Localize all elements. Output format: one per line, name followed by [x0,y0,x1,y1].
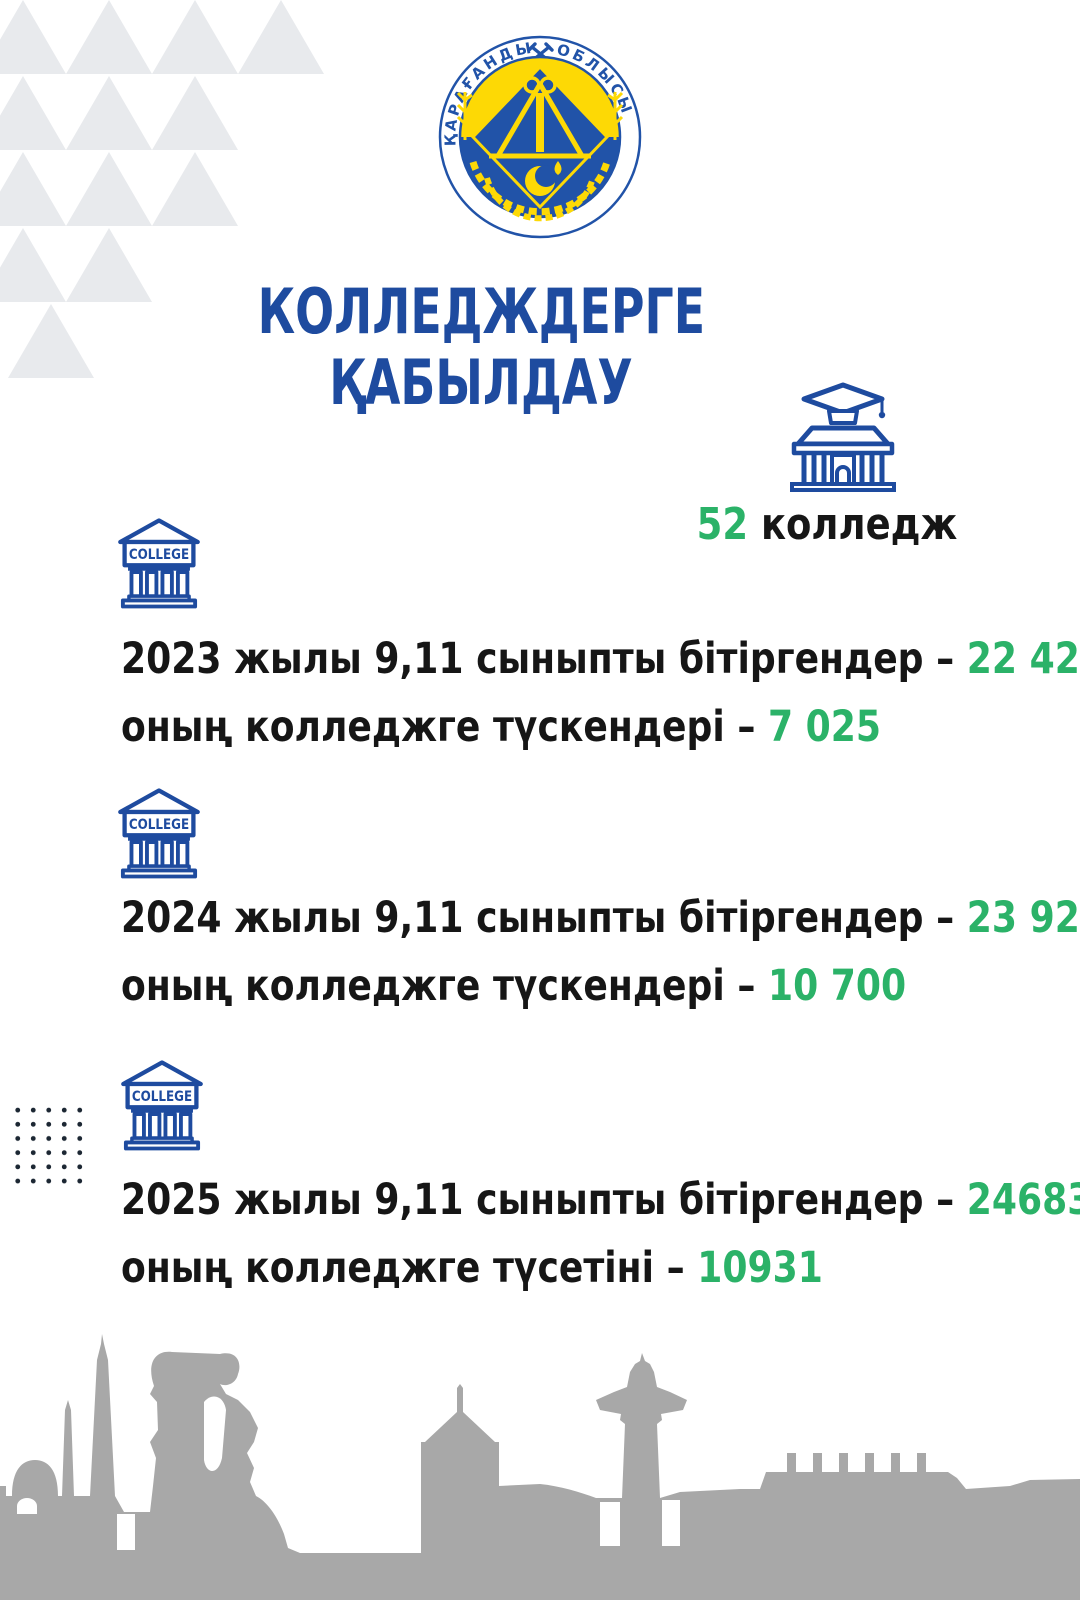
college-count: 52 колледж [647,499,957,550]
college-icon: COLLEGE [121,1060,203,1151]
stat-line: 2024 жылы 9,11 сыныпты бітіргендер – 23 … [121,884,1080,952]
college-icon: COLLEGE [118,518,200,609]
stat-text: оның колледжге түскендері – [121,702,768,752]
stat-line: 2023 жылы 9,11 сыныпты бітіргендер – 22 … [121,625,1080,693]
stat-text: 2025 жылы 9,11 сыныпты бітіргендер – [121,1175,967,1225]
wheat-ears-decoration [456,91,624,140]
stat-value: 10 700 [767,961,907,1011]
pouring-metal-icon [525,161,562,196]
karaganda-oblast-emblem-logo: ҚАРАҒАНДЫ ОБЛЫСЫ [438,35,642,239]
college-building-graduation-cap-icon [790,382,896,492]
section-2024: 2024 жылы 9,11 сыныпты бітіргендер – 23 … [121,884,1080,1020]
stat-value: 10931 [697,1243,823,1293]
mine-headframe-icon [489,76,591,159]
stat-line: оның колледжге түскендері – 10 700 [121,952,1080,1020]
stat-value: 22 421 [966,634,1080,684]
stat-line: оның колледжге түсетіні – 10931 [121,1234,1080,1302]
city-skyline-silhouette [0,1334,1080,1600]
section-2025: 2025 жылы 9,11 сыныпты бітіргендер – 246… [121,1166,1080,1302]
college-icon-label: COLLEGE [129,547,189,563]
section-2023: 2023 жылы 9,11 сыныпты бітіргендер – 22 … [121,625,1080,761]
stat-text: оның колледжге түскендері – [121,961,768,1011]
college-icon: COLLEGE [118,788,200,879]
page-title: КОЛЛЕДЖДЕРГЕ ҚАБЫЛДАУ [0,276,962,418]
title-line-1: КОЛЛЕДЖДЕРГЕ [257,275,705,348]
stat-text: 2023 жылы 9,11 сыныпты бітіргендер – [121,634,967,684]
title-line-2: ҚАБЫЛДАУ [329,346,633,419]
college-count-value: 52 [696,499,748,550]
stat-line: оның колледжге түскендері – 7 025 [121,693,1080,761]
stat-value: 7 025 [767,702,882,752]
dots-pattern-decoration [8,1101,88,1187]
college-icon-label: COLLEGE [132,1089,192,1105]
stat-line: 2025 жылы 9,11 сыныпты бітіргендер – 246… [121,1166,1080,1234]
college-icon-label: COLLEGE [129,817,189,833]
stat-text: 2024 жылы 9,11 сыныпты бітіргендер – [121,893,967,943]
stat-value: 23 921 [966,893,1080,943]
stat-text: оның колледжге түсетіні – [121,1243,698,1293]
college-count-label: колледж [747,499,957,550]
stat-value: 24683 [966,1175,1080,1225]
